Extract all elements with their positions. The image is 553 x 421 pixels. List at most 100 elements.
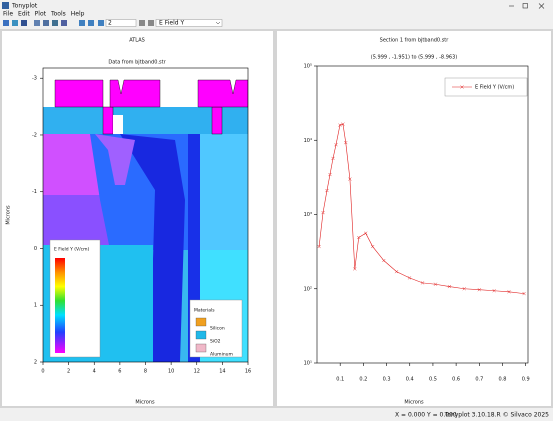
x-axis-label: Microns [135, 400, 155, 406]
x-tick-label: 0.5 [429, 377, 437, 383]
marker [492, 289, 496, 293]
y-tick-label: 10² [304, 286, 312, 292]
y-tick-label: -3 [32, 76, 37, 82]
y-tick-label: -1 [32, 189, 37, 195]
tool-icon[interactable] [52, 20, 58, 26]
marker [433, 282, 438, 286]
materials-title: Materials [194, 308, 215, 314]
tool-icon[interactable] [139, 20, 145, 26]
chart-subtitle: (5.999 , -1.951) to (5.999 , -8.963) [371, 55, 457, 61]
chart-subtitle: Data from bjtband0.str [108, 60, 166, 66]
legend-box [444, 77, 528, 97]
status-version: Tonyplot 3.10.18.R © Silvaco 2025 [444, 412, 550, 419]
x-tick-label: 12 [194, 369, 200, 375]
x-tick-label: 0.8 [499, 377, 507, 383]
x-tick-label: 6 [118, 369, 121, 375]
marker [462, 287, 466, 291]
tool-icon[interactable] [88, 20, 94, 26]
menu-item[interactable]: Edit [18, 11, 30, 18]
marker [507, 290, 511, 294]
marker [353, 267, 357, 271]
material-swatch [195, 343, 207, 353]
contact [211, 106, 223, 135]
toolbar: 2 E Field Y [3, 19, 223, 27]
chart-title: Section 1 from bjtband0.str [380, 38, 450, 44]
material-label: SiO2 [210, 339, 221, 345]
marker [447, 284, 452, 289]
tool-icon[interactable] [79, 20, 85, 26]
tool-icon[interactable] [61, 20, 67, 26]
legend-label: E Field Y (V/cm) [475, 85, 514, 91]
menu-item[interactable]: File [3, 11, 13, 18]
zoom-value: 2 [108, 20, 112, 27]
marker [334, 143, 338, 147]
x-tick-label: 0.7 [475, 377, 483, 383]
electrode [54, 79, 104, 108]
x-tick-label: 4 [93, 369, 96, 375]
y-tick-label: -2 [32, 132, 37, 138]
marker [331, 156, 335, 161]
menu-bar: File Edit Plot Tools Help [3, 11, 85, 18]
status-coords: X = 0.000 Y = 0.000 [395, 412, 457, 419]
y-tick-label: 10³ [304, 212, 312, 218]
x-axis-label: Microns [404, 400, 424, 406]
y-tick-label: 2 [34, 360, 37, 366]
dropdown-arrow [215, 21, 221, 25]
marker [321, 210, 325, 215]
material-label: Silicon [210, 326, 225, 332]
marker [317, 244, 321, 249]
marker [357, 235, 361, 240]
x-tick-label: 0.3 [383, 377, 391, 383]
menu-item[interactable]: Plot [35, 11, 47, 18]
tool-icon[interactable] [3, 20, 9, 26]
marker [477, 288, 481, 292]
x-tick-label: 2 [67, 369, 70, 375]
x-tick-label: 8 [144, 369, 147, 375]
tool-icon[interactable] [12, 20, 18, 26]
x-tick-label: 16 [245, 369, 251, 375]
marker [522, 291, 526, 296]
close[interactable] [538, 3, 545, 9]
tool-icon[interactable] [98, 20, 104, 26]
marker [407, 276, 412, 280]
y-tick-label: 10⁵ [304, 64, 312, 70]
material-label: Aluminum [210, 352, 233, 358]
marker [325, 188, 329, 193]
x-tick-label: 10 [168, 369, 174, 375]
chart-title: ATLAS [129, 38, 145, 44]
dropdown[interactable] [155, 19, 223, 27]
tool-icon[interactable] [43, 20, 49, 26]
y-tick-label: 1 [34, 303, 37, 309]
gap [113, 115, 123, 134]
tool-icon[interactable] [148, 20, 154, 26]
marker [370, 244, 375, 249]
marker [382, 258, 386, 263]
y-axis-label: Microns [6, 205, 12, 225]
y-tick-label: 10¹ [304, 361, 312, 367]
x-tick-label: 0.4 [406, 377, 414, 383]
marker [394, 269, 399, 274]
menu-item[interactable]: Tools [50, 11, 66, 18]
marker [328, 172, 332, 177]
marker [341, 122, 345, 126]
tool-icon[interactable] [21, 20, 27, 26]
marker [338, 123, 342, 127]
maximize[interactable] [522, 3, 528, 9]
x-tick-label: 14 [219, 369, 225, 375]
tool-icon[interactable] [34, 20, 40, 26]
electrode [197, 79, 248, 108]
x-tick-label: 0.1 [336, 377, 344, 383]
x-tick-label: 0.9 [522, 377, 530, 383]
zoom-field[interactable] [105, 19, 137, 27]
dropdown-value: E Field Y [159, 20, 184, 27]
region [95, 134, 135, 185]
x-tick-label: 0.2 [359, 377, 367, 383]
x-tick-label: 0 [41, 369, 44, 375]
colorbar-title: E Field Y (V/cm) [54, 247, 89, 253]
status-bar [0, 408, 553, 421]
y-tick-label: 10⁴ [304, 138, 312, 144]
menu-item[interactable]: Help [71, 11, 85, 18]
legend-marker [460, 85, 464, 89]
